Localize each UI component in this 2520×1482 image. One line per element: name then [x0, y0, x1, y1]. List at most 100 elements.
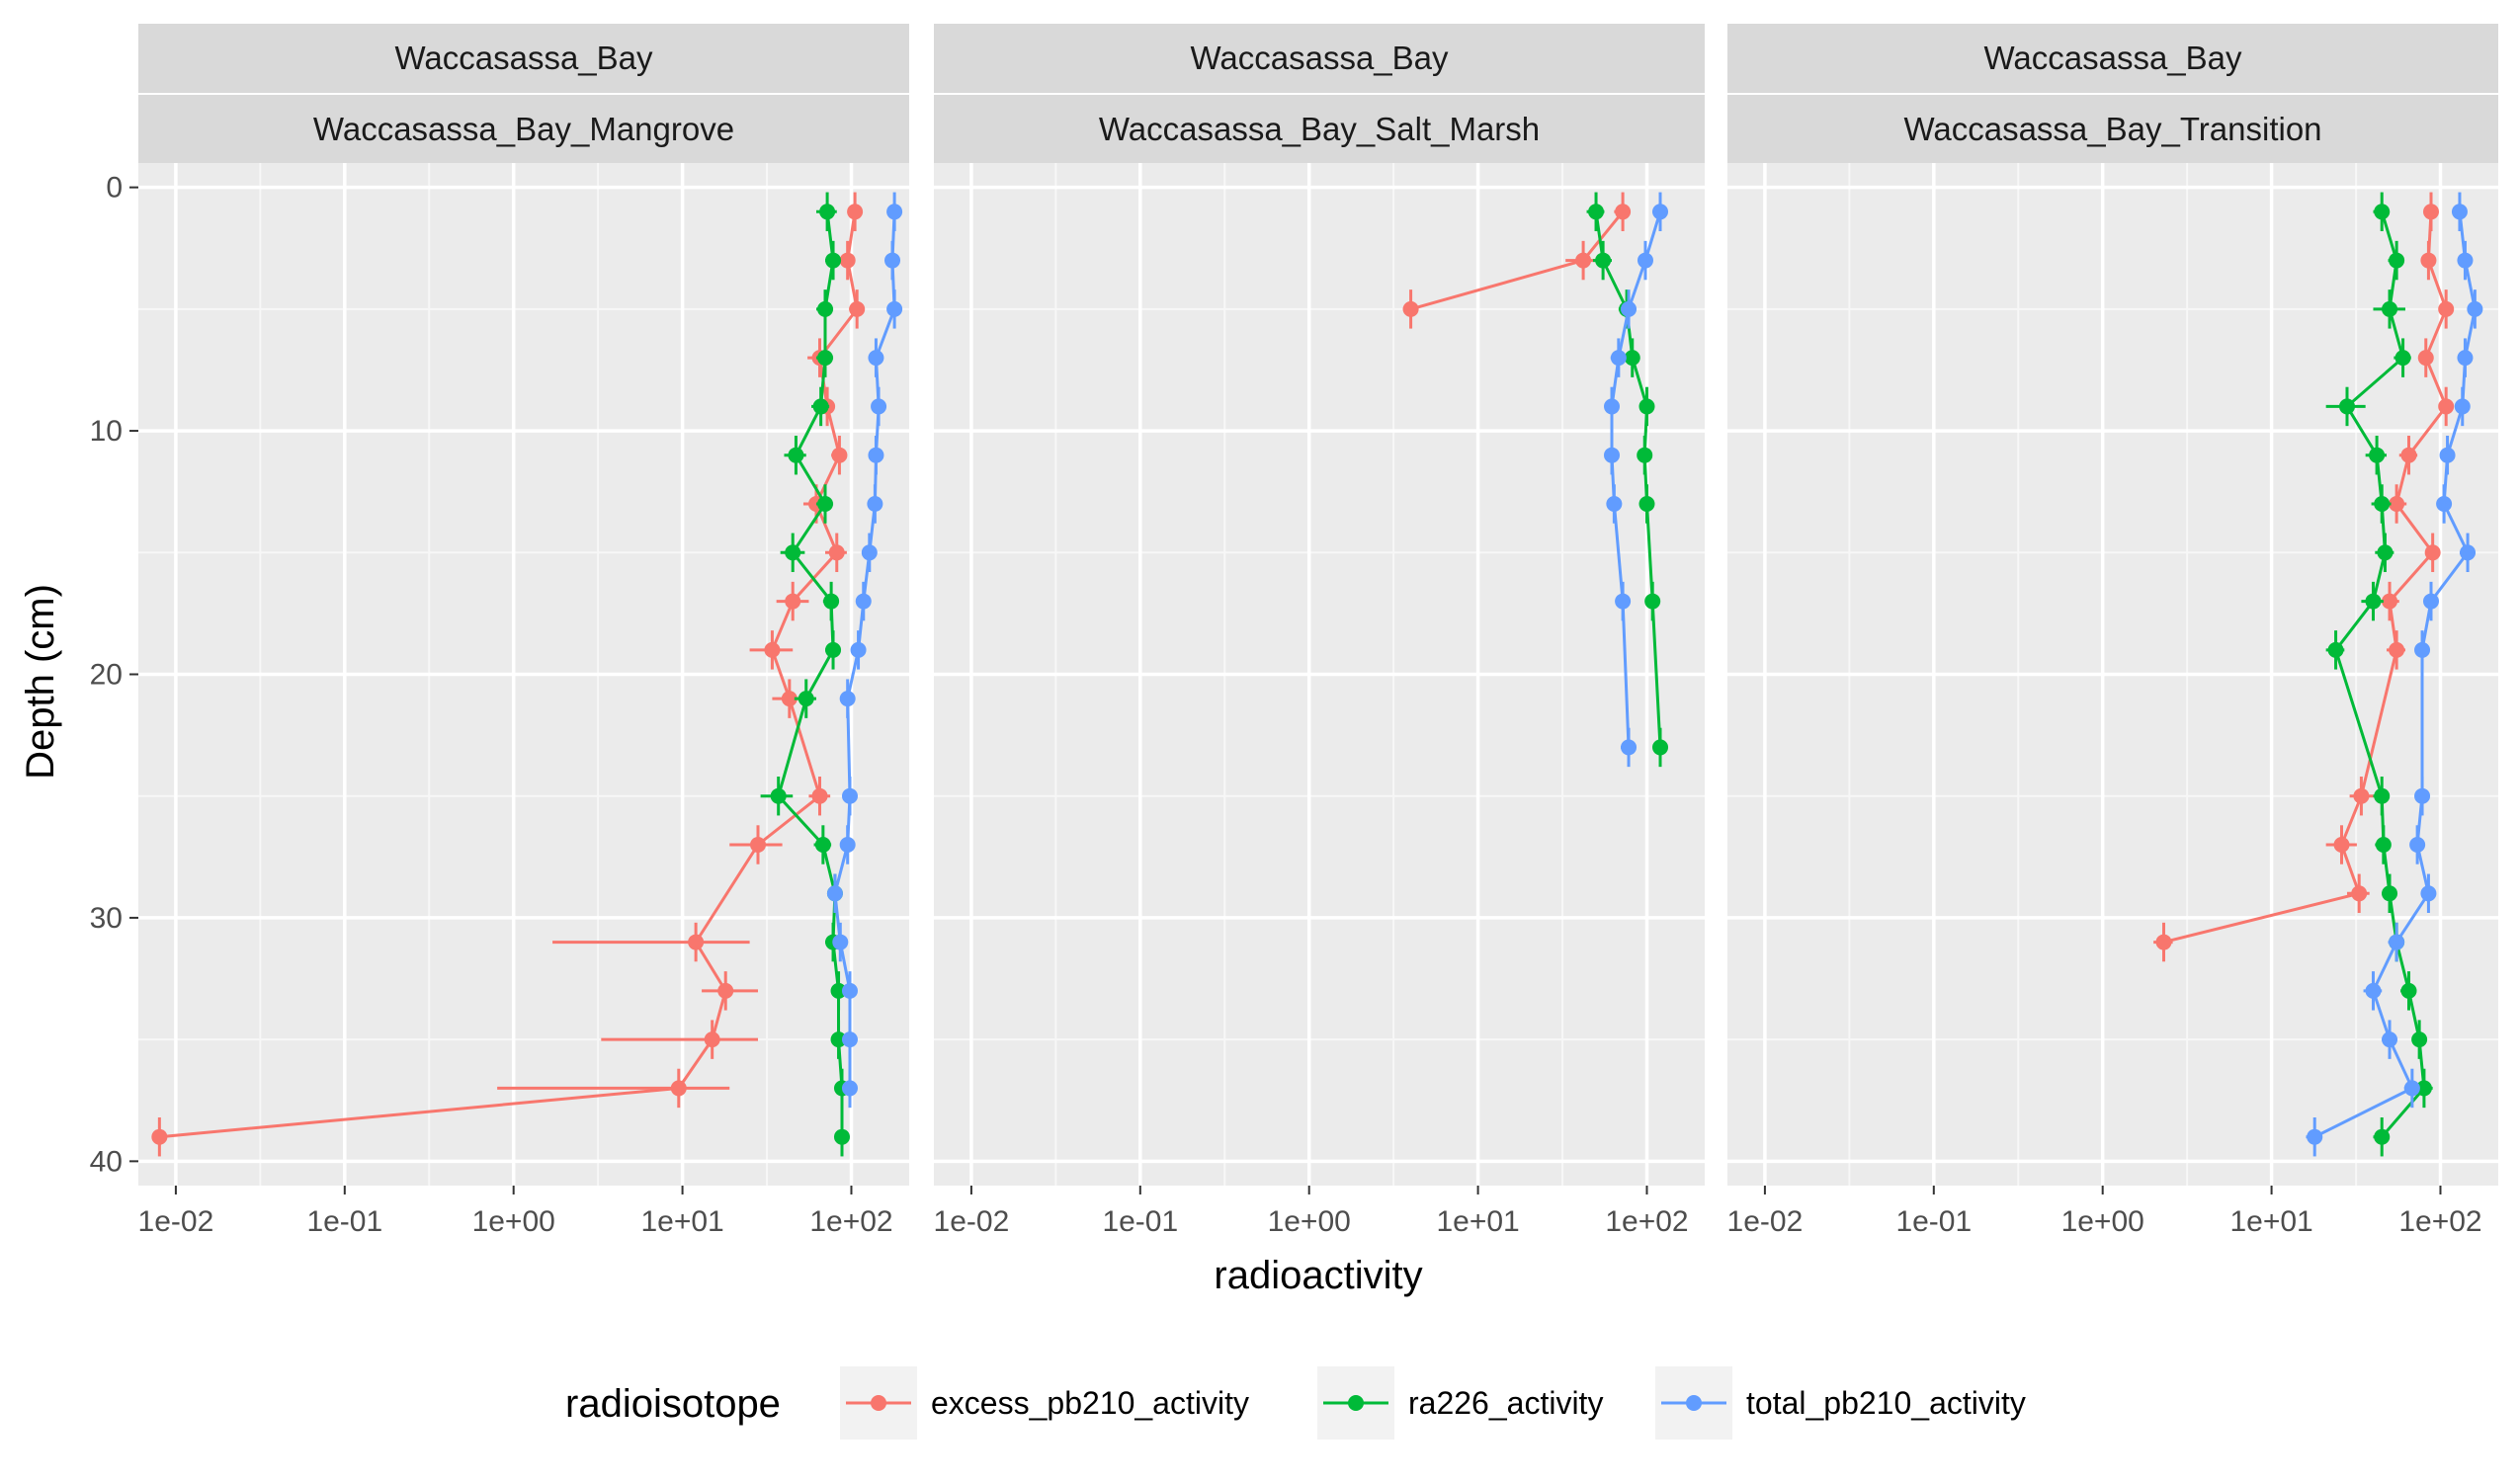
legend: radioisotope excess_pb210_activity ra226_… — [565, 1366, 2026, 1440]
data-point — [2377, 544, 2394, 561]
data-point — [2374, 1128, 2391, 1145]
facet-panel-3: Waccasassa_Bay Waccasassa_Bay_Transition 1… — [1727, 24, 2498, 1238]
data-point — [847, 204, 864, 220]
data-point — [764, 641, 781, 658]
data-point — [688, 934, 705, 950]
data-point — [812, 398, 829, 415]
strip-top-background — [934, 24, 1705, 93]
data-point — [2400, 982, 2417, 999]
data-point — [861, 544, 878, 561]
data-point — [825, 252, 842, 269]
x-axis-title: radioactivity — [1214, 1254, 1422, 1297]
x-tick-label: 1e+02 — [1605, 1205, 1688, 1238]
data-point — [1621, 300, 1638, 317]
data-point — [2353, 787, 2370, 804]
data-point — [817, 300, 834, 317]
data-point — [832, 934, 849, 950]
data-point — [2436, 496, 2453, 512]
strip-top-label: Waccasassa_Bay — [1190, 40, 1449, 76]
data-point — [781, 691, 798, 707]
strip-bottom-background — [138, 95, 909, 164]
data-point — [2394, 350, 2411, 367]
data-point — [785, 544, 801, 561]
strip-top-label: Waccasassa_Bay — [1983, 40, 2242, 76]
x-tick-label: 1e+00 — [472, 1205, 555, 1238]
data-point — [2411, 1031, 2428, 1048]
data-point — [850, 641, 867, 658]
series-ra226_activity — [2325, 192, 2433, 1157]
data-point — [826, 885, 843, 902]
data-point — [2415, 1080, 2432, 1097]
data-point — [841, 787, 858, 804]
x-tick-label: 1e-02 — [1727, 1205, 1804, 1238]
data-point — [868, 350, 884, 367]
series-total_pb210_activity — [1604, 192, 1669, 768]
data-point — [831, 447, 848, 463]
strip-bottom-background — [1727, 95, 2498, 164]
data-point — [886, 204, 903, 220]
facet-panel-1: Waccasassa_Bay Waccasassa_Bay_Mangrove 1e-… — [90, 24, 909, 1238]
data-point — [2417, 350, 2434, 367]
data-point — [817, 496, 834, 512]
data-point — [2374, 496, 2391, 512]
y-tick-label: 40 — [90, 1145, 123, 1178]
x-tick-label: 1e-01 — [1102, 1205, 1178, 1238]
data-point — [2422, 593, 2439, 610]
data-point — [839, 837, 856, 853]
data-point — [2414, 641, 2431, 658]
data-point — [2451, 204, 2468, 220]
series-line — [2313, 211, 2477, 1139]
y-tick-label: 0 — [106, 172, 123, 205]
data-point — [670, 1080, 687, 1097]
data-point — [1604, 398, 1621, 415]
data-point — [2365, 593, 2382, 610]
y-tick-label: 30 — [90, 902, 123, 935]
data-point — [2369, 447, 2386, 463]
data-point — [2307, 1128, 2323, 1145]
data-point — [2439, 447, 2456, 463]
data-point — [849, 300, 866, 317]
strip-top-label: Waccasassa_Bay — [394, 40, 653, 76]
data-point — [1588, 204, 1605, 220]
data-point — [2414, 787, 2431, 804]
series-total_pb210_activity — [2306, 192, 2483, 1157]
data-point — [1610, 350, 1627, 367]
x-tick-label: 1e+00 — [2061, 1205, 2144, 1238]
x-tick-label: 1e-02 — [138, 1205, 214, 1238]
facet-panels: Waccasassa_Bay Waccasassa_Bay_Mangrove 1e-… — [90, 24, 2498, 1238]
legend-entry-total_pb210_activity: total_pb210_activity — [1655, 1366, 2026, 1440]
data-point — [828, 544, 845, 561]
data-point — [2438, 300, 2455, 317]
data-point — [825, 641, 842, 658]
data-point — [1575, 252, 1592, 269]
series-excess_pb210_activity — [2153, 192, 2455, 962]
data-point — [1621, 739, 1638, 756]
data-point — [2454, 398, 2471, 415]
strip-bottom-label: Waccasassa_Bay_Salt_Marsh — [1099, 111, 1540, 147]
x-tick-label: 1e+02 — [2398, 1205, 2481, 1238]
major-gridlines — [934, 163, 1705, 1186]
data-point — [1652, 739, 1669, 756]
legend-key-point — [1348, 1395, 1364, 1411]
data-point — [785, 593, 801, 610]
data-point — [868, 447, 884, 463]
x-tick-label: 1e+01 — [1436, 1205, 1519, 1238]
y-axis-title: Depth (cm) — [19, 584, 62, 780]
data-point — [867, 496, 883, 512]
data-point — [2333, 837, 2350, 853]
data-point — [814, 837, 831, 853]
x-tick-label: 1e-01 — [1895, 1205, 1972, 1238]
data-point — [788, 447, 804, 463]
data-point — [2155, 934, 2172, 950]
data-point — [1606, 496, 1623, 512]
series-excess_pb210_activity — [1402, 192, 1632, 329]
data-point — [2424, 544, 2441, 561]
x-tick-label: 1e+01 — [2229, 1205, 2312, 1238]
series-line — [833, 211, 896, 1089]
series-ra226_activity — [760, 192, 850, 1157]
data-point — [2382, 1031, 2398, 1048]
data-point — [819, 204, 836, 220]
data-point — [2389, 252, 2405, 269]
data-point — [151, 1128, 168, 1145]
data-point — [830, 1031, 847, 1048]
